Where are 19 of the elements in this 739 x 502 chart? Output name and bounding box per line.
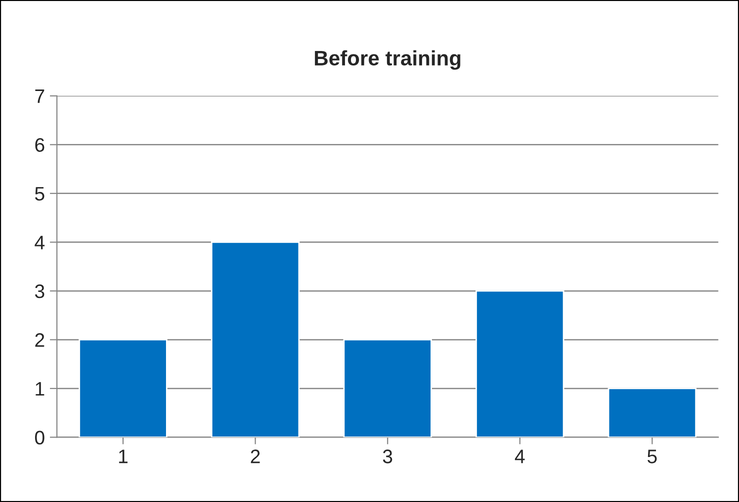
x-tick-label: 1 bbox=[119, 450, 128, 464]
y-tick-label: 7 bbox=[35, 90, 44, 103]
y-tick-label: 5 bbox=[35, 187, 44, 201]
x-tick-label: 4 bbox=[514, 450, 525, 464]
y-tick-label: 0 bbox=[35, 430, 44, 444]
bar bbox=[608, 388, 697, 438]
chart-title: Before training bbox=[314, 50, 460, 70]
x-tick-label: 2 bbox=[250, 450, 260, 464]
y-tick-label: 1 bbox=[36, 382, 44, 396]
y-tick-label: 6 bbox=[35, 138, 44, 152]
y-tick-label: 4 bbox=[34, 236, 45, 250]
y-tick-label: 3 bbox=[35, 284, 44, 298]
y-tick-label: 2 bbox=[35, 333, 44, 347]
bar bbox=[78, 339, 168, 438]
x-tick-label: 5 bbox=[648, 450, 657, 464]
bar bbox=[476, 290, 564, 438]
x-tick-label: 3 bbox=[382, 450, 392, 464]
bar bbox=[210, 241, 300, 438]
bar bbox=[343, 339, 432, 438]
